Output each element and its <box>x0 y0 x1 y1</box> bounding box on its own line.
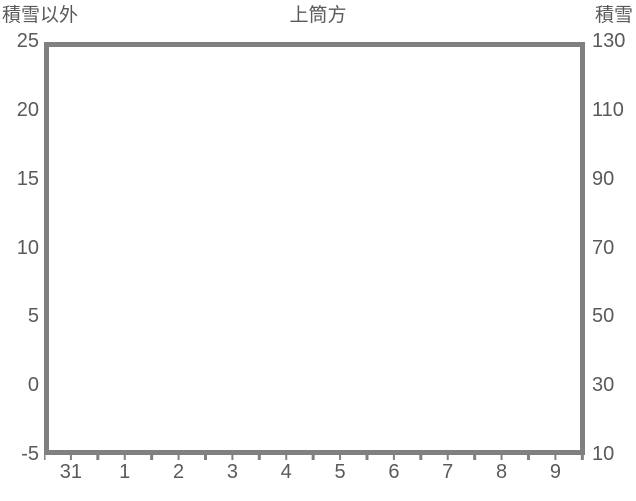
plot-frame <box>44 42 585 455</box>
left-tick-label: 5 <box>27 305 39 328</box>
left-tick-label: -5 <box>21 443 39 465</box>
x-tick-label: 1 <box>119 461 131 483</box>
left-tick-label: 20 <box>16 98 39 121</box>
right-axis-title: 積雪 <box>594 5 633 26</box>
right-tick-label: 70 <box>592 236 615 259</box>
left-axis-title: 積雪以外 <box>2 5 79 26</box>
x-tick-label: 2 <box>173 461 185 483</box>
axis-tick-marks <box>44 455 584 460</box>
right-tick-label: 50 <box>592 305 615 328</box>
left-tick-label: 0 <box>27 374 39 397</box>
x-tick-label: 4 <box>280 461 292 483</box>
x-tick-label: 5 <box>334 461 346 483</box>
right-tick-label: 10 <box>592 443 615 465</box>
x-tick-label: 31 <box>59 461 83 483</box>
right-tick-label: 130 <box>592 30 626 52</box>
right-tick-label: 30 <box>592 374 615 397</box>
right-tick-label: 90 <box>592 167 615 190</box>
x-tick-label: 7 <box>442 461 454 483</box>
left-tick-label: 15 <box>16 167 39 190</box>
x-tick-label: 3 <box>226 461 238 483</box>
x-tick-label: 6 <box>388 461 400 483</box>
x-tick-label: 8 <box>495 461 508 483</box>
left-tick-label: 25 <box>16 30 39 52</box>
x-tick-label: 9 <box>549 461 561 483</box>
left-tick-label: 10 <box>16 236 39 259</box>
right-tick-label: 110 <box>592 98 624 121</box>
page-title: 上筒方 <box>289 5 347 26</box>
